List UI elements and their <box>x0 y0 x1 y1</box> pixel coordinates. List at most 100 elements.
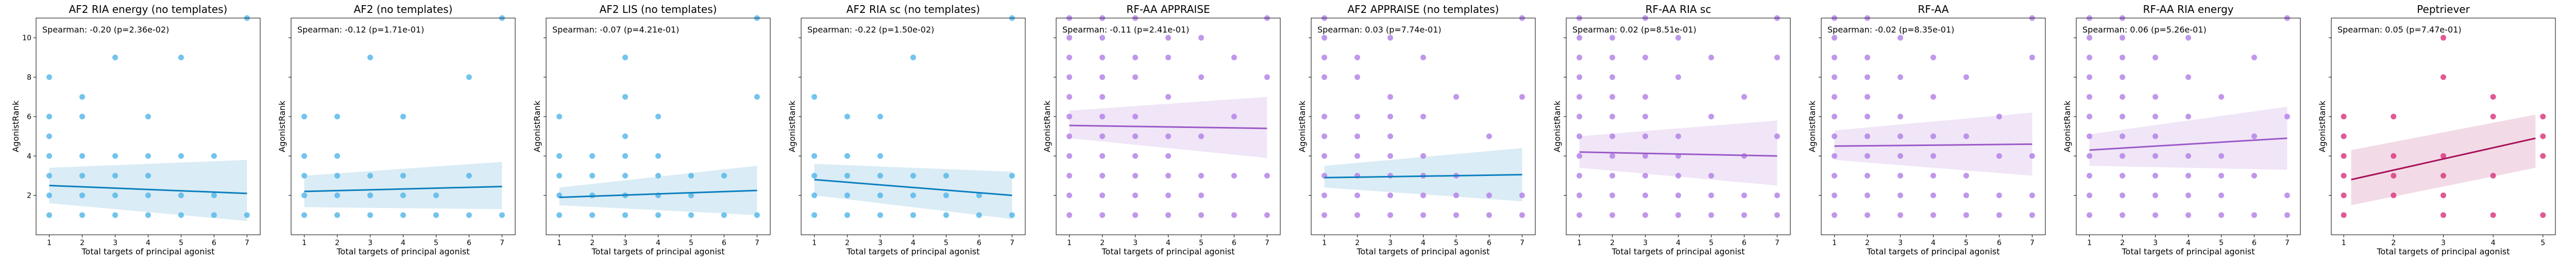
x-tick-label: 7 <box>2285 239 2290 247</box>
data-point <box>622 153 629 159</box>
data-point <box>2153 153 2159 159</box>
data-point <box>2087 133 2093 139</box>
spearman-annotation: Spearman: 0.03 (p=7.74e-01) <box>1317 25 1442 35</box>
panel-title: AF2 LIS (no templates) <box>600 3 717 15</box>
x-tick-label: 1 <box>2087 239 2092 247</box>
data-point <box>655 153 661 159</box>
data-point <box>301 153 308 159</box>
data-point <box>2441 172 2446 179</box>
x-tick-label: 5 <box>689 239 693 247</box>
data-point <box>2153 172 2159 179</box>
data-point <box>1832 212 1838 218</box>
panel-7: RF-AA RIA sc 1 2 3 4 5 6 7 Total targets of prin… <box>1552 3 1791 256</box>
panel-title: RF-AA RIA sc <box>1646 3 1711 15</box>
data-point <box>79 192 86 199</box>
data-point <box>1708 114 1714 120</box>
data-point <box>1099 35 1106 41</box>
x-tick-label: 3 <box>1388 239 1393 247</box>
plot-frame <box>1311 18 1536 235</box>
data-point <box>1930 212 1936 218</box>
data-point <box>1642 153 1649 159</box>
spearman-annotation: Spearman: 0.02 (p=8.51e-01) <box>1572 25 1697 35</box>
data-point <box>1453 212 1459 218</box>
spearman-annotation: Spearman: 0.06 (p=5.26e-01) <box>2082 25 2207 35</box>
data-point <box>976 192 982 199</box>
data-point <box>2153 212 2159 218</box>
data-point <box>301 172 308 179</box>
data-point <box>2490 94 2496 100</box>
data-point <box>79 114 86 120</box>
data-point <box>2490 114 2496 120</box>
data-point <box>2391 172 2397 179</box>
data-point <box>976 212 982 218</box>
x-tick-label: 1 <box>1322 239 1327 247</box>
x-tick-label: 2 <box>2120 239 2125 247</box>
data-point <box>1930 192 1936 199</box>
data-point <box>1132 133 1139 139</box>
data-point <box>2087 35 2093 41</box>
panel-title: RF-AA RIA energy <box>2143 3 2234 15</box>
data-point <box>1832 94 1838 100</box>
data-point <box>2540 114 2546 120</box>
data-point <box>46 74 53 80</box>
data-point <box>1642 212 1649 218</box>
panel-9: RF-AA RIA energy 1 2 3 4 5 6 7 Total targets of … <box>2062 3 2301 256</box>
data-point <box>1577 54 1583 60</box>
data-point <box>1832 114 1838 120</box>
x-tick-label: 2 <box>1865 239 1870 247</box>
data-point <box>2120 94 2126 100</box>
data-point <box>2218 192 2224 199</box>
data-point <box>1609 94 1616 100</box>
data-point <box>1354 133 1361 139</box>
data-point <box>1609 74 1616 80</box>
panel-2: AF2 (no templates) 1 2 3 4 5 6 7 Total targets o… <box>277 3 516 256</box>
data-point <box>46 133 53 139</box>
data-point <box>1066 114 1073 120</box>
data-point <box>877 212 884 218</box>
x-tick-label: 5 <box>1199 239 1204 247</box>
panel-3: AF2 LIS (no templates) 1 2 3 4 5 6 7 Total targe… <box>532 3 771 256</box>
data-point <box>2153 133 2159 139</box>
data-point <box>1132 172 1139 179</box>
data-point <box>1832 133 1838 139</box>
data-point <box>1996 212 2002 218</box>
data-point <box>2341 114 2347 120</box>
data-point <box>943 212 949 218</box>
data-point <box>1321 212 1328 218</box>
data-point <box>2251 54 2257 60</box>
data-point <box>2441 212 2446 218</box>
data-point <box>1420 192 1426 199</box>
data-point <box>301 114 308 120</box>
data-point <box>1774 133 1780 139</box>
data-point <box>1009 212 1015 218</box>
data-point <box>178 54 184 60</box>
data-point <box>1577 212 1583 218</box>
data-point <box>46 192 53 199</box>
data-point <box>2490 212 2496 218</box>
x-tick-label: 4 <box>1421 239 1426 247</box>
data-point <box>2087 153 2093 159</box>
data-point <box>1609 133 1616 139</box>
data-point <box>844 192 851 199</box>
x-axis-label: Total targets of principal agonist <box>591 247 724 256</box>
data-point <box>844 114 851 120</box>
data-point <box>334 153 341 159</box>
data-point <box>2391 192 2397 199</box>
data-point <box>844 153 851 159</box>
data-point <box>2087 212 2093 218</box>
data-point <box>2185 212 2191 218</box>
data-point <box>1099 74 1106 80</box>
data-point <box>1387 133 1394 139</box>
panel-title: AF2 RIA energy (no templates) <box>69 3 228 15</box>
x-tick-label: 6 <box>1487 239 1492 247</box>
data-point <box>910 212 916 218</box>
x-tick-label: 2 <box>335 239 340 247</box>
data-point <box>1165 35 1171 41</box>
data-point <box>943 172 949 179</box>
data-point <box>1321 192 1328 199</box>
data-point <box>2540 153 2546 159</box>
data-point <box>1865 114 1871 120</box>
data-point <box>1996 192 2002 199</box>
x-tick-label: 5 <box>2540 239 2545 247</box>
x-tick-label: 4 <box>1676 239 1681 247</box>
